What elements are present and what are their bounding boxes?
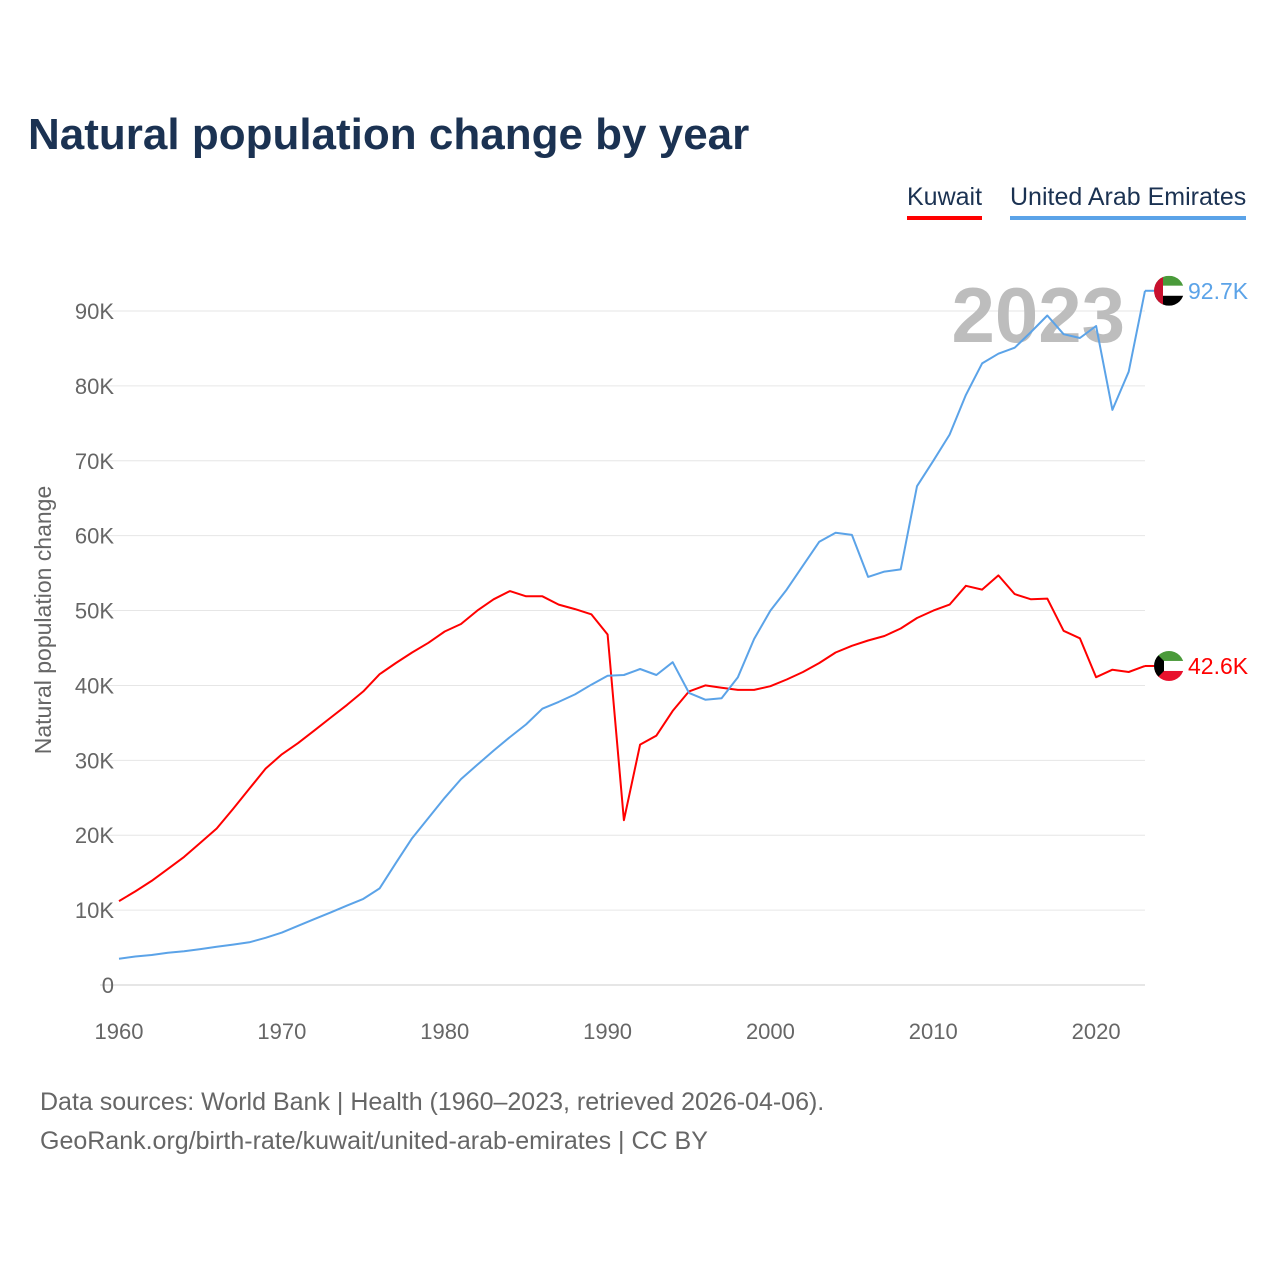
kuwait-flag-icon bbox=[1154, 650, 1184, 681]
source-link[interactable]: GeoRank.org/birth-rate/kuwait/united-ara… bbox=[40, 1127, 708, 1155]
y-tick-label: 60K bbox=[75, 524, 114, 549]
x-tick-label: 1980 bbox=[420, 1019, 469, 1044]
y-tick-label: 20K bbox=[75, 823, 114, 848]
y-tick-label: 10K bbox=[75, 898, 114, 923]
y-tick-label: 40K bbox=[75, 673, 114, 698]
chart-title: Natural population change by year bbox=[28, 110, 750, 159]
y-axis-label: Natural population change bbox=[30, 486, 56, 755]
end-value-label: 92.7K bbox=[1188, 278, 1249, 304]
end-value-label: 42.6K bbox=[1188, 653, 1249, 679]
x-tick-label: 2010 bbox=[909, 1019, 958, 1044]
x-tick-label: 2000 bbox=[746, 1019, 795, 1044]
y-tick-label: 30K bbox=[75, 748, 114, 773]
source-note: Data sources: World Bank | Health (1960–… bbox=[40, 1088, 825, 1116]
y-tick-label: 80K bbox=[75, 374, 114, 399]
y-tick-label: 50K bbox=[75, 599, 114, 624]
uae-flag-icon bbox=[1154, 275, 1184, 306]
x-tick-label: 2020 bbox=[1072, 1019, 1121, 1044]
legend-uae[interactable]: United Arab Emirates bbox=[1010, 183, 1247, 220]
y-tick-label: 0 bbox=[102, 973, 114, 998]
x-tick-label: 1990 bbox=[583, 1019, 632, 1044]
series-line-uae bbox=[118, 290, 1146, 960]
y-tick-label: 90K bbox=[75, 299, 114, 324]
legend-kuwait[interactable]: Kuwait bbox=[907, 183, 983, 220]
series-line-kuwait bbox=[118, 574, 1146, 902]
x-tick-label: 1960 bbox=[95, 1019, 144, 1044]
y-tick-label: 70K bbox=[75, 449, 114, 474]
x-tick-label: 1970 bbox=[257, 1019, 306, 1044]
year-watermark: 2023 bbox=[951, 271, 1125, 359]
